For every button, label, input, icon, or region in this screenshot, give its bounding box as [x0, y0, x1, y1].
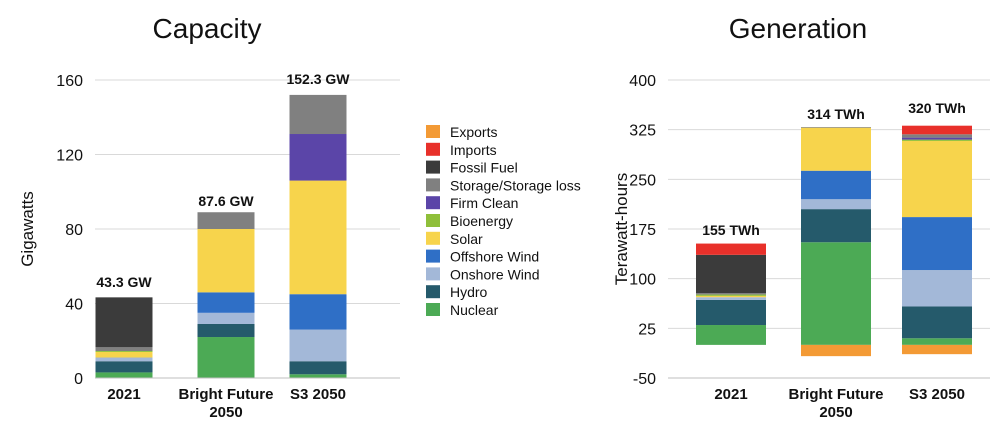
generation-category-label: 2021: [714, 386, 747, 403]
legend-label-solar: Solar: [450, 231, 483, 247]
capacity-category-label: 2050: [209, 404, 242, 421]
legend-label-imports: Imports: [450, 142, 497, 158]
generation-bar-bioenergy: [696, 294, 766, 296]
capacity-bar-solar: [95, 351, 153, 358]
legend-swatch-bioenergy: [426, 214, 440, 227]
capacity-bar-storage-storage-loss: [289, 94, 347, 135]
generation-y-tick-label: -50: [633, 371, 656, 388]
capacity-bar-offshore-wind: [289, 294, 347, 330]
legend-swatch-onshore-wind: [426, 267, 440, 281]
generation-category-label: 2050: [819, 404, 852, 421]
generation-y-tick-label: 325: [629, 123, 656, 140]
capacity-bar-onshore-wind: [197, 312, 255, 324]
legend-swatch-nuclear: [426, 303, 440, 316]
generation-bar-solar: [801, 127, 871, 171]
generation-bar-fossil-fuel: [696, 254, 766, 294]
generation-total-label: 320 TWh: [908, 100, 966, 116]
generation-category-label: S3 2050: [909, 386, 965, 403]
generation-y-tick-label: 400: [629, 73, 656, 90]
capacity-y-tick-label: 160: [56, 73, 83, 90]
generation-bar-storage-storage-loss: [902, 134, 972, 138]
capacity-category-label: Bright Future: [179, 386, 274, 403]
generation-bar-solar: [902, 140, 972, 218]
capacity-bar-nuclear: [289, 374, 347, 378]
capacity-y-tick-label: 120: [56, 148, 83, 165]
legend-label-exports: Exports: [450, 124, 497, 140]
capacity-bar-storage-storage-loss: [95, 347, 153, 351]
capacity-y-tick-label: 80: [65, 222, 83, 239]
capacity-title: Capacity: [153, 13, 262, 44]
generation-bar-offshore-wind: [902, 217, 972, 271]
capacity-total-label: 152.3 GW: [286, 71, 350, 87]
legend-label-nuclear: Nuclear: [450, 302, 499, 318]
capacity-y-tick-label: 40: [65, 297, 83, 314]
legend-swatch-firm-clean: [426, 196, 440, 210]
generation-bar-offshore-wind: [801, 170, 871, 200]
legend-swatch-fossil-fuel: [426, 160, 440, 174]
legend-swatch-solar: [426, 231, 440, 245]
capacity-bar-nuclear: [197, 337, 255, 378]
capacity-bar-hydro: [289, 361, 347, 375]
capacity-bar-solar: [289, 180, 347, 295]
generation-y-tick-label: 100: [629, 272, 656, 289]
generation-category-label: Bright Future: [789, 386, 884, 403]
capacity-bar-firm-clean: [289, 134, 347, 181]
legend-label-storage-storage-loss: Storage/Storage loss: [450, 177, 581, 193]
generation-bar-onshore-wind: [696, 297, 766, 300]
capacity-bar-fossil-fuel: [95, 297, 153, 348]
generation-bar-storage-storage-loss: [696, 293, 766, 295]
legend-swatch-storage-storage-loss: [426, 178, 440, 192]
generation-y-tick-label: 250: [629, 172, 656, 189]
capacity-category-label: 2021: [107, 386, 140, 403]
capacity-category-label: S3 2050: [290, 386, 346, 403]
capacity-total-label: 87.6 GW: [198, 193, 254, 209]
capacity-bar-storage-storage-loss: [197, 212, 255, 229]
generation-bar-nuclear: [696, 325, 766, 345]
legend-label-offshore-wind: Offshore Wind: [450, 249, 539, 265]
legend-label-hydro: Hydro: [450, 284, 488, 300]
generation-bar-exports: [902, 344, 972, 355]
generation-total-label: 155 TWh: [702, 222, 760, 238]
capacity-bar-onshore-wind: [95, 357, 153, 362]
generation-bar-bioenergy: [902, 139, 972, 141]
generation-bar-hydro: [801, 209, 871, 243]
capacity-bar-solar: [197, 229, 255, 293]
capacity-y-axis-label: Gigawatts: [18, 191, 37, 267]
legend-swatch-hydro: [426, 285, 440, 299]
generation-total-label: 314 TWh: [807, 106, 865, 122]
legend-label-onshore-wind: Onshore Wind: [450, 266, 539, 282]
capacity-bar-hydro: [197, 323, 255, 338]
generation-bar-onshore-wind: [902, 270, 972, 307]
generation-title: Generation: [729, 13, 868, 44]
generation-bar-nuclear: [801, 242, 871, 345]
legend-swatch-exports: [426, 125, 440, 138]
generation-bar-solar: [696, 295, 766, 298]
generation-bar-hydro: [902, 306, 972, 339]
generation-bar-imports: [902, 125, 972, 135]
legend-label-firm-clean: Firm Clean: [450, 195, 518, 211]
capacity-bar-hydro: [95, 361, 153, 373]
capacity-bar-onshore-wind: [289, 329, 347, 362]
legend-label-bioenergy: Bioenergy: [450, 213, 513, 229]
generation-bar-onshore-wind: [801, 199, 871, 210]
generation-bar-storage-storage-loss: [801, 127, 871, 128]
generation-y-tick-label: 25: [638, 321, 656, 338]
capacity-y-tick-label: 0: [74, 371, 83, 388]
generation-y-axis-label: Terawatt-hours: [612, 173, 631, 285]
capacity-bar-bioenergy: [95, 350, 153, 352]
generation-bar-exports: [801, 344, 871, 357]
capacity-total-label: 43.3 GW: [96, 274, 152, 290]
generation-bar-imports: [696, 243, 766, 255]
legend-swatch-imports: [426, 142, 440, 156]
capacity-bar-offshore-wind: [197, 292, 255, 313]
generation-bar-nuclear: [902, 338, 972, 345]
generation-y-tick-label: 175: [629, 222, 656, 239]
generation-bar-hydro: [696, 299, 766, 326]
legend-label-fossil-fuel: Fossil Fuel: [450, 160, 518, 176]
generation-bar-firm-clean: [902, 137, 972, 140]
legend-swatch-offshore-wind: [426, 249, 440, 263]
capacity-bar-nuclear: [95, 372, 153, 378]
